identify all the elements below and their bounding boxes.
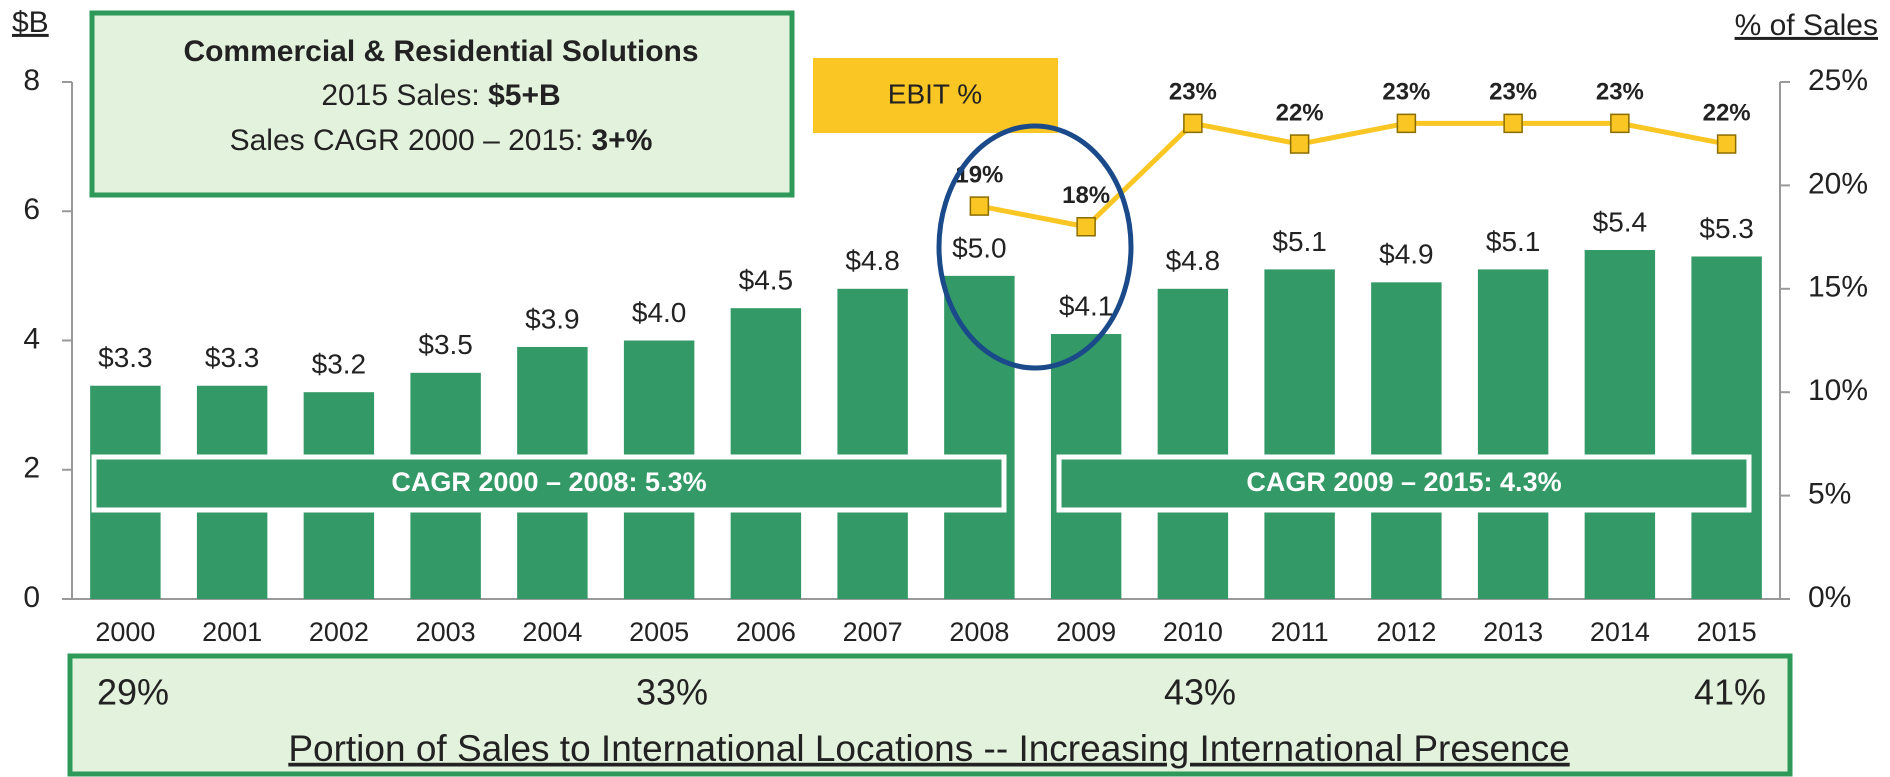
bar [730, 308, 802, 599]
bar-value-label: $5.3 [1699, 213, 1754, 244]
legend-label: EBIT % [888, 78, 982, 109]
legend-swatch [813, 58, 1058, 133]
cagr-label: CAGR 2000 – 2008: 5.3% [391, 467, 706, 497]
x-tick-label: 2009 [1056, 617, 1116, 647]
x-tick-label: 2013 [1483, 617, 1543, 647]
summary-bold: $5+B [488, 79, 561, 112]
bar [1477, 269, 1549, 599]
y-tick-label: 8 [23, 64, 40, 97]
ebit-marker [969, 196, 990, 216]
international-share: 33% [636, 672, 708, 713]
bar-value-label: $3.3 [205, 342, 260, 373]
x-tick-label: 2014 [1590, 617, 1650, 647]
bar [1691, 256, 1762, 599]
y-tick-label: 6 [23, 193, 40, 226]
x-tick-label: 2010 [1163, 617, 1223, 647]
ebit-value-label: 23% [1596, 79, 1644, 106]
summary-text: Sales CAGR 2000 – 2015: [230, 124, 592, 157]
x-tick-label: 2005 [629, 617, 689, 647]
x-tick-label: 2007 [843, 617, 903, 647]
bar-value-label: $4.1 [1059, 290, 1114, 321]
highlight-circle [936, 123, 1134, 371]
x-tick-label: 2004 [522, 617, 582, 647]
bar-value-label: $3.2 [312, 349, 367, 380]
x-tick-label: 2003 [416, 617, 476, 647]
ebit-marker [1503, 113, 1523, 134]
ebit-value-label: 23% [1169, 79, 1217, 106]
summary-title: Commercial & Residential Solutions [183, 35, 698, 68]
bar-value-label: $5.1 [1272, 226, 1327, 257]
cagr-banner [91, 454, 1007, 513]
x-tick-label: 2000 [95, 617, 155, 647]
y2-tick-label: 15% [1808, 271, 1868, 304]
x-tick-label: 2012 [1376, 617, 1436, 647]
international-share: 41% [1694, 672, 1766, 713]
bar-value-label: $3.5 [418, 329, 473, 360]
bar [837, 288, 908, 599]
bar [1264, 269, 1335, 599]
ebit-value-label: 23% [1382, 79, 1430, 106]
ebit-value-label: 23% [1489, 79, 1537, 106]
y2-tick-label: 0% [1808, 581, 1851, 614]
cagr-label: CAGR 2009 – 2015: 4.3% [1246, 467, 1561, 497]
ebit-marker [1076, 217, 1096, 237]
x-tick-label: 2015 [1697, 617, 1757, 647]
summary-line: Sales CAGR 2000 – 2015: 3+% [230, 124, 653, 157]
bar [1584, 250, 1656, 599]
y2-tick-label: 10% [1808, 374, 1868, 407]
ebit-value-label: 22% [1276, 99, 1324, 126]
cagr-banner [1056, 454, 1752, 513]
y-tick-label: 4 [23, 322, 40, 355]
bar-value-label: $4.5 [739, 265, 794, 296]
summary-box [89, 10, 795, 198]
bar-value-label: $4.8 [1166, 245, 1221, 276]
bar-value-label: $4.0 [632, 297, 687, 328]
summary-text: 2015 Sales: [321, 79, 488, 112]
y2-tick-label: 25% [1808, 64, 1868, 97]
bar-value-label: $3.9 [525, 303, 580, 334]
international-box [67, 653, 1793, 777]
international-caption: Portion of Sales to International Locati… [288, 728, 1569, 769]
y-axis-title: $B [12, 6, 49, 39]
x-tick-label: 2006 [736, 617, 796, 647]
bar-value-label: $4.8 [845, 245, 900, 276]
x-tick-label: 2011 [1271, 617, 1329, 647]
ebit-value-label: 22% [1703, 99, 1751, 126]
bar-value-label: $3.3 [98, 342, 153, 373]
ebit-value-label: 18% [1062, 182, 1110, 209]
y-tick-label: 2 [23, 452, 40, 485]
y2-tick-label: 20% [1808, 167, 1868, 200]
ebit-marker [1289, 134, 1310, 154]
bar-value-label: $4.9 [1379, 239, 1434, 270]
summary-bold: 3+% [592, 124, 653, 157]
bar-value-label: $5.1 [1486, 226, 1541, 257]
bar [944, 275, 1015, 599]
y-tick-label: 0 [23, 581, 40, 614]
ebit-marker [1716, 134, 1737, 154]
bar-value-label: $5.4 [1593, 206, 1648, 237]
y2-axis-title: % of Sales [1735, 9, 1878, 42]
international-share: 29% [97, 672, 169, 713]
x-tick-label: 2008 [949, 617, 1009, 647]
ebit-marker [1396, 113, 1417, 134]
x-tick-label: 2001 [202, 617, 262, 647]
bar [1157, 288, 1229, 599]
ebit-marker [1610, 113, 1630, 134]
ebit-line [978, 120, 1728, 230]
bar [1371, 282, 1442, 599]
x-tick-label: 2002 [309, 617, 369, 647]
summary-line: 2015 Sales: $5+B [321, 79, 560, 112]
y2-tick-label: 5% [1808, 478, 1851, 511]
ebit-marker [1183, 113, 1203, 134]
bar-value-label: $5.0 [952, 232, 1007, 263]
international-share: 43% [1164, 672, 1236, 713]
